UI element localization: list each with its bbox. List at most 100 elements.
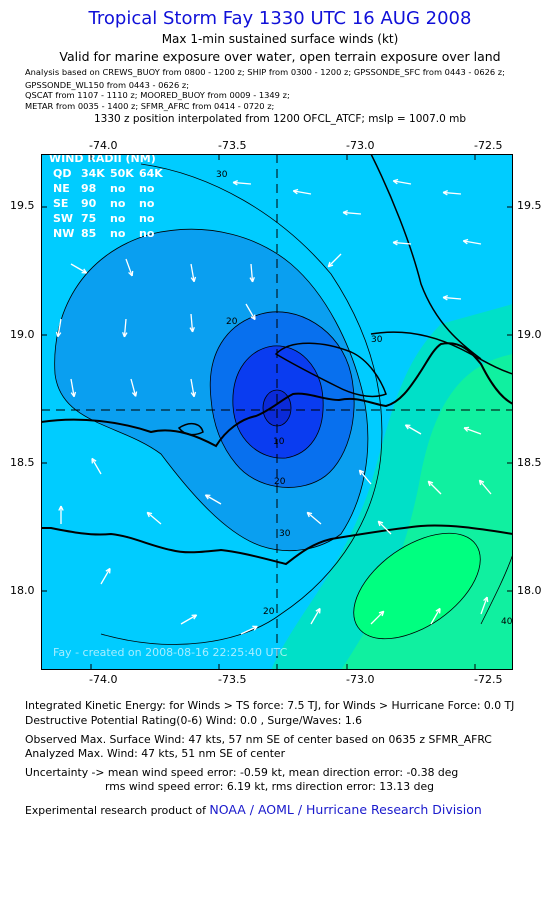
radii-cell: no (110, 227, 126, 240)
green-wind-region (341, 354, 513, 670)
wind-arrow (232, 180, 252, 186)
lon-tick-bottom: -73.0 (346, 673, 375, 686)
wind-arrow (180, 614, 198, 625)
wind-arrow (91, 457, 102, 475)
contour-label: 40 (501, 617, 513, 627)
radii-header: QD (53, 167, 71, 180)
radii-cell: no (139, 227, 155, 240)
lat-tick-left: 19.5 (10, 199, 35, 212)
wind-arrow (245, 303, 256, 321)
page-title: Tropical Storm Fay 1330 UTC 16 AUG 2008 (88, 8, 472, 29)
lon-tick-top: -73.0 (346, 139, 375, 152)
wind-field-map: 30 20 10 20 30 20 30 40 WIND RADII (NM) … (41, 154, 513, 670)
radii-cell: SE (53, 197, 68, 210)
lon-tick-bottom: -73.5 (218, 673, 247, 686)
contour-label: 20 (263, 607, 275, 617)
lon-tick-top: -74.0 (89, 139, 118, 152)
wind-arrow (58, 505, 64, 524)
tortuga-outline (177, 422, 204, 436)
radii-cell: 98 (81, 182, 96, 195)
wind-arrow (404, 424, 422, 435)
source-line-4: METAR from 0035 - 1400 z; SFMR_AFRC from… (25, 101, 275, 111)
uncertainty-line-2: rms wind speed error: 6.19 kt, rms direc… (105, 780, 434, 793)
wind-arrow (204, 494, 222, 505)
wind-arrow (327, 253, 342, 268)
wind-arrow (100, 567, 111, 585)
wind-arrow (122, 318, 128, 338)
wind-arrow (377, 520, 392, 535)
wind-arrow (427, 480, 442, 495)
lon-tick-top: -73.5 (218, 139, 247, 152)
hispaniola-coastline (41, 342, 513, 566)
wind-arrow (292, 188, 312, 195)
subtitle: Max 1-min sustained surface winds (kt) (161, 32, 399, 46)
lon-tick-top: -72.5 (474, 139, 503, 152)
wind-arrow (358, 469, 372, 485)
ike-line: Integrated Kinetic Energy: for Winds > T… (25, 699, 515, 712)
lat-tick-left: 18.0 (10, 584, 35, 597)
lon-tick-bottom: -74.0 (89, 673, 118, 686)
contour-label: 30 (371, 335, 383, 345)
lat-tick-left: 18.5 (10, 456, 35, 469)
map-frame (41, 154, 513, 670)
wind-arrow (146, 511, 162, 525)
radii-cell: 90 (81, 197, 97, 210)
radii-cell: SW (53, 212, 73, 225)
radii-cell: 75 (81, 212, 96, 225)
wind-arrow (392, 240, 412, 246)
radii-header: 64K (139, 167, 163, 180)
radii-cell: no (139, 212, 155, 225)
radii-cell: 85 (81, 227, 96, 240)
source-line-1: Analysis based on CREWS_BUOY from 0800 -… (25, 67, 505, 77)
wind-arrow (130, 378, 138, 397)
source-line-2: GPSSONDE_WL150 from 0443 - 0626 z; (25, 80, 190, 90)
radii-cell: NE (53, 182, 70, 195)
gonave-island (274, 342, 387, 398)
wind-arrow (189, 313, 195, 333)
radii-cell: no (110, 212, 126, 225)
radii-cell: no (110, 197, 126, 210)
hrd-link[interactable]: NOAA / AOML / Hurricane Research Divisio… (209, 802, 482, 817)
wind-arrow (463, 426, 482, 435)
northern-coastline (370, 331, 513, 375)
wind-arrow (478, 479, 492, 495)
source-line-3: QSCAT from 1107 - 1110 z; MOORED_BUOY fr… (25, 90, 290, 100)
radii-cell: NW (53, 227, 74, 240)
contour-label: 20 (274, 477, 286, 487)
wind-arrow (55, 318, 62, 338)
credit-line: Experimental research product of NOAA / … (25, 802, 482, 817)
credit-prefix: Experimental research product of (25, 804, 206, 817)
wind-arrow (310, 607, 321, 625)
lat-tick-right: 18.5 (517, 456, 542, 469)
radii-header: 50K (110, 167, 134, 180)
lat-tick-right: 19.0 (517, 328, 542, 341)
wind-arrow (392, 178, 412, 185)
wind-arrow (480, 596, 489, 615)
wind-arrow (442, 295, 462, 301)
wind-arrow (240, 625, 258, 635)
cuba-coastline (370, 154, 482, 360)
contour-label: 30 (279, 529, 291, 539)
wind-arrow (70, 263, 88, 274)
lat-tick-right: 19.5 (517, 199, 542, 212)
map-credit: Fay - created on 2008-08-16 22:25:40 UTC (53, 646, 288, 659)
contour-label: 10 (273, 437, 285, 447)
wind-arrow (249, 263, 255, 283)
lat-tick-left: 19.0 (10, 328, 35, 341)
wind-arrow (462, 238, 482, 245)
contour-label: 30 (216, 170, 228, 180)
lat-tick-right: 18.0 (517, 584, 542, 597)
contour-line-40 (480, 553, 513, 625)
wind-arrow (442, 190, 462, 196)
analyzed-max-wind: Analyzed Max. Wind: 47 kts, 51 nm SE of … (25, 747, 286, 760)
contour-label: 20 (226, 317, 238, 327)
radii-cell: no (139, 197, 155, 210)
lon-tick-bottom: -72.5 (474, 673, 503, 686)
wind-arrow (125, 258, 134, 277)
valid-note: Valid for marine exposure over water, op… (59, 49, 501, 64)
radii-header: 34K (81, 167, 105, 180)
interpolation-note: 1330 z position interpolated from 1200 O… (93, 113, 467, 125)
wind-radii-title: WIND RADII (NM) (49, 154, 156, 165)
observed-max-wind: Observed Max. Surface Wind: 47 kts, 57 n… (25, 733, 492, 746)
wind-arrow (370, 610, 385, 625)
